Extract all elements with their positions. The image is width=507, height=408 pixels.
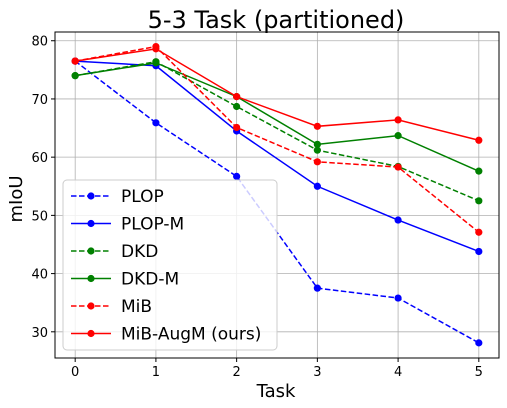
data-point bbox=[152, 119, 160, 127]
data-point bbox=[233, 102, 241, 111]
x-tick-label: 1 bbox=[152, 365, 160, 380]
legend-label: MiB bbox=[121, 297, 152, 317]
data-point bbox=[152, 45, 160, 53]
y-tick-label: 60 bbox=[31, 151, 48, 166]
series-line bbox=[75, 60, 480, 202]
y-tick-label: 70 bbox=[31, 93, 48, 108]
data-point bbox=[475, 136, 483, 144]
legend-entry: MiB bbox=[71, 297, 152, 317]
legend-swatch-marker bbox=[87, 247, 95, 255]
y-tick-label: 80 bbox=[31, 35, 48, 50]
data-point bbox=[475, 247, 483, 256]
data-point bbox=[313, 122, 321, 130]
data-point bbox=[394, 163, 402, 171]
series-line bbox=[75, 62, 480, 172]
data-point bbox=[394, 116, 402, 124]
legend-entry: PLOP-M bbox=[71, 215, 184, 235]
data-point bbox=[313, 158, 321, 166]
x-tick-label: 3 bbox=[313, 365, 321, 380]
data-point bbox=[475, 197, 483, 205]
data-point bbox=[394, 216, 402, 224]
y-tick-label: 40 bbox=[31, 268, 48, 283]
legend-label: DKD bbox=[121, 242, 158, 262]
legend-box bbox=[62, 179, 278, 351]
legend-entry: DKD-M bbox=[71, 270, 179, 290]
y-tick-label: 30 bbox=[31, 326, 48, 341]
data-point bbox=[233, 172, 241, 180]
legend-swatch-marker bbox=[87, 302, 95, 310]
series-mib-augm-ours bbox=[71, 45, 483, 144]
legend-swatch-marker bbox=[87, 274, 95, 283]
data-point bbox=[313, 284, 321, 292]
data-point bbox=[475, 167, 483, 175]
chart-title: 5-3 Task (partitioned) bbox=[148, 6, 405, 34]
data-point bbox=[71, 72, 79, 80]
data-point bbox=[313, 146, 321, 154]
data-point bbox=[233, 93, 241, 101]
legend-label: PLOP-M bbox=[121, 215, 184, 235]
data-point bbox=[313, 140, 321, 148]
legend-swatch-marker bbox=[87, 329, 95, 338]
x-axis-ticks: 0 1 2 3 4 5 bbox=[71, 358, 483, 380]
data-point bbox=[475, 339, 483, 347]
legend: PLOP PLOP-M DKD DKD-M MiB MiB-AugM (ours) bbox=[62, 179, 278, 351]
x-tick-label: 5 bbox=[475, 365, 483, 380]
data-point bbox=[71, 57, 79, 65]
series-line bbox=[75, 48, 480, 142]
legend-label: DKD-M bbox=[121, 270, 179, 290]
data-point bbox=[394, 132, 402, 140]
legend-label: PLOP bbox=[121, 187, 164, 207]
series-line bbox=[75, 45, 480, 233]
data-point bbox=[394, 294, 402, 302]
data-point bbox=[313, 182, 321, 190]
data-point bbox=[152, 59, 160, 67]
x-tick-label: 4 bbox=[394, 365, 402, 380]
data-point bbox=[233, 123, 241, 132]
y-axis-label: mIoU bbox=[6, 175, 27, 222]
legend-swatch-marker bbox=[87, 219, 95, 228]
plot-frame bbox=[54, 31, 500, 359]
x-tick-label: 2 bbox=[232, 365, 240, 380]
y-axis-ticks: 30 40 50 60 70 80 bbox=[31, 35, 55, 341]
data-point bbox=[475, 228, 483, 236]
x-tick-label: 0 bbox=[71, 365, 79, 380]
legend-entry: MiB-AugM (ours) bbox=[71, 325, 261, 345]
x-axis-label: Task bbox=[256, 381, 296, 402]
legend-swatch-marker bbox=[87, 192, 95, 200]
legend-label: MiB-AugM (ours) bbox=[121, 325, 261, 345]
legend-entry: PLOP bbox=[71, 187, 164, 207]
y-tick-label: 50 bbox=[31, 209, 48, 224]
legend-entry: DKD bbox=[71, 242, 158, 262]
